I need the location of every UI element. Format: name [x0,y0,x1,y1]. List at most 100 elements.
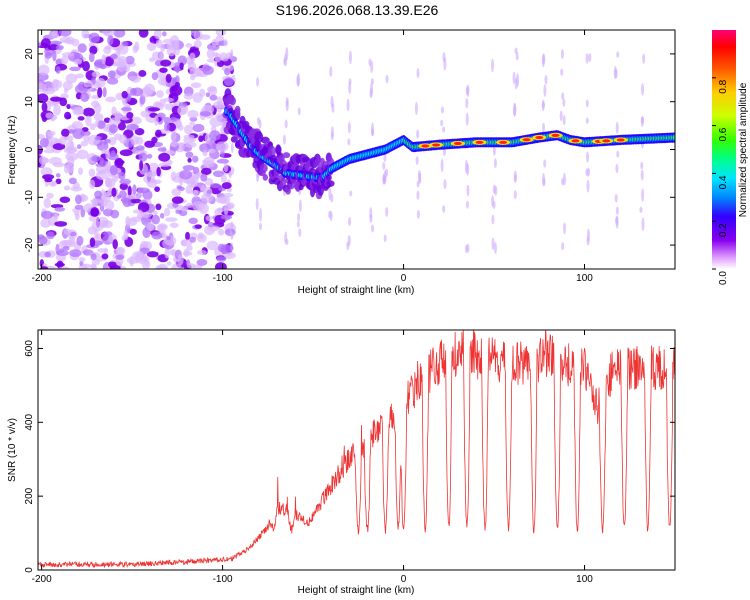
noise-blob [132,251,144,260]
noise-blob [109,164,118,176]
noise-blob [71,121,84,130]
noise-blob [91,264,97,269]
noise-blob [160,59,172,67]
streak-blob [516,73,520,87]
noise-blob [55,173,61,178]
streak-blob [587,167,591,177]
noise-blob [109,124,118,134]
noise-blob [125,55,135,65]
noise-blob [144,171,157,177]
streak-blob [465,244,469,254]
noise-blob [185,202,194,208]
noise-blob [212,170,225,178]
noise-blob [117,122,126,131]
noise-blob [223,77,234,86]
noise-blob [212,101,225,109]
noise-blob [128,75,139,81]
noise-blob [209,182,221,189]
noise-blob [151,214,160,225]
streak-blob [282,134,286,145]
hot-spot-core [432,143,441,147]
hot-spot-core [522,138,531,142]
noise-blob [62,245,70,251]
noise-blob [157,147,167,152]
streak-blob [641,217,645,232]
noise-blob [151,231,163,240]
noise-blob [110,53,118,60]
noise-blob [119,182,129,191]
hot-spot-core [551,133,560,137]
streak-blob [561,242,565,251]
noise-blob [223,205,229,216]
streak-blob [298,228,302,237]
noise-blob [38,235,48,245]
noise-blob [170,116,178,122]
streak-blob [415,155,419,165]
spectrogram-y-tick-label: 0 [24,146,35,152]
streak-blob [513,190,517,200]
streak-blob [560,49,564,60]
streak-blob [515,51,519,61]
streak-blob [346,98,350,112]
streak-blob [297,107,301,116]
noise-blob [202,65,214,75]
streak-blob [615,163,619,174]
noise-blob [204,133,211,145]
noise-blob [41,38,51,48]
noise-blob [175,65,180,74]
noise-blob [60,239,69,246]
noise-blob [215,30,227,37]
noise-blob [199,111,212,117]
noise-blob [134,41,140,52]
noise-blob [112,57,125,67]
noise-blob [107,70,116,79]
noise-blob [198,135,204,143]
noise-blob [192,123,205,133]
noise-blob [196,258,208,266]
streak-blob [369,207,373,219]
noise-blob [58,30,72,37]
noise-blob [126,123,139,131]
streak-blob [368,58,372,66]
noise-blob [43,197,51,209]
snr-y-tick-label: 400 [24,414,35,431]
noise-blob [66,104,71,110]
noise-blob [179,62,184,70]
noise-blob [220,244,232,254]
streak-blob [256,76,260,87]
noise-blob [179,169,193,180]
ridge-blob [314,157,320,166]
streak-blob [255,197,259,211]
noise-blob [55,45,64,51]
noise-blob [39,137,50,148]
noise-blob [202,149,208,157]
ridge-inner [672,135,675,140]
noise-blob [63,185,71,191]
streak-blob [371,224,375,233]
noise-blob [95,77,106,88]
streak-blob [640,169,644,181]
noise-blob [111,187,117,198]
streak-blob [492,200,496,210]
noise-blob [126,194,140,200]
noise-blob [102,87,107,98]
streak-blob [347,138,351,146]
noise-blob [162,31,167,37]
ridge-blob [282,152,291,159]
noise-blob [40,167,53,176]
streak-blob [585,53,589,64]
noise-blob [158,52,164,61]
streak-blob [416,68,420,79]
noise-blob [97,87,103,99]
streak-blob [416,190,420,200]
ridge-blob [325,174,332,181]
streak-blob [285,97,289,107]
hot-spot-core [475,140,484,144]
ridge-blob [234,105,241,114]
noise-blob [144,83,155,95]
streak-blob [230,242,234,252]
noise-blob [156,90,164,98]
noise-blob [61,128,70,137]
streak-blob [329,66,333,78]
